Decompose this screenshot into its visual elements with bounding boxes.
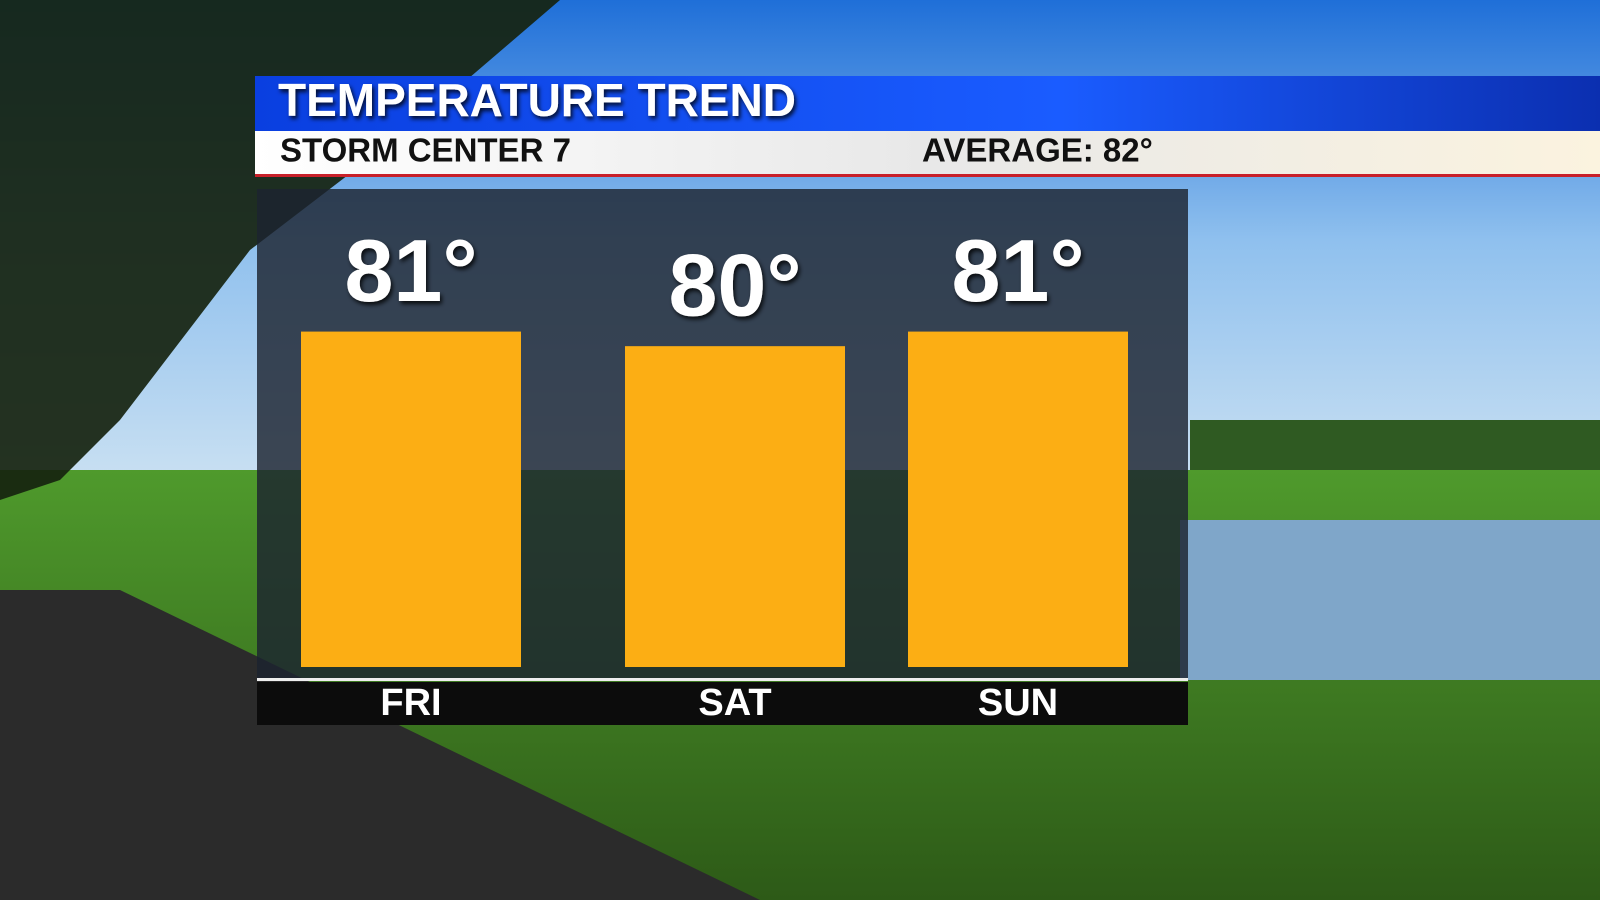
subtitle-bar bbox=[255, 131, 1600, 174]
baseline bbox=[257, 678, 1188, 681]
path bbox=[0, 590, 760, 900]
river bbox=[1180, 520, 1600, 680]
bar bbox=[908, 331, 1128, 667]
x-tick-label: FRI bbox=[380, 682, 441, 724]
subtitle: STORM CENTER 7 bbox=[280, 132, 571, 169]
red-rule bbox=[255, 174, 1600, 177]
tree bbox=[0, 0, 560, 500]
title-banner bbox=[255, 76, 1600, 131]
chart-title: TEMPERATURE TREND bbox=[278, 74, 796, 126]
annotation: AVERAGE: 82° bbox=[922, 132, 1153, 169]
bar bbox=[625, 346, 845, 667]
x-tick-label: SAT bbox=[698, 682, 771, 724]
bar bbox=[301, 331, 521, 667]
value-label: 80° bbox=[668, 235, 801, 334]
trees bbox=[1190, 420, 1600, 470]
value-label: 81° bbox=[951, 221, 1084, 320]
value-label: 81° bbox=[344, 221, 477, 320]
label-strip bbox=[257, 682, 1188, 725]
x-tick-label: SUN bbox=[978, 682, 1058, 724]
